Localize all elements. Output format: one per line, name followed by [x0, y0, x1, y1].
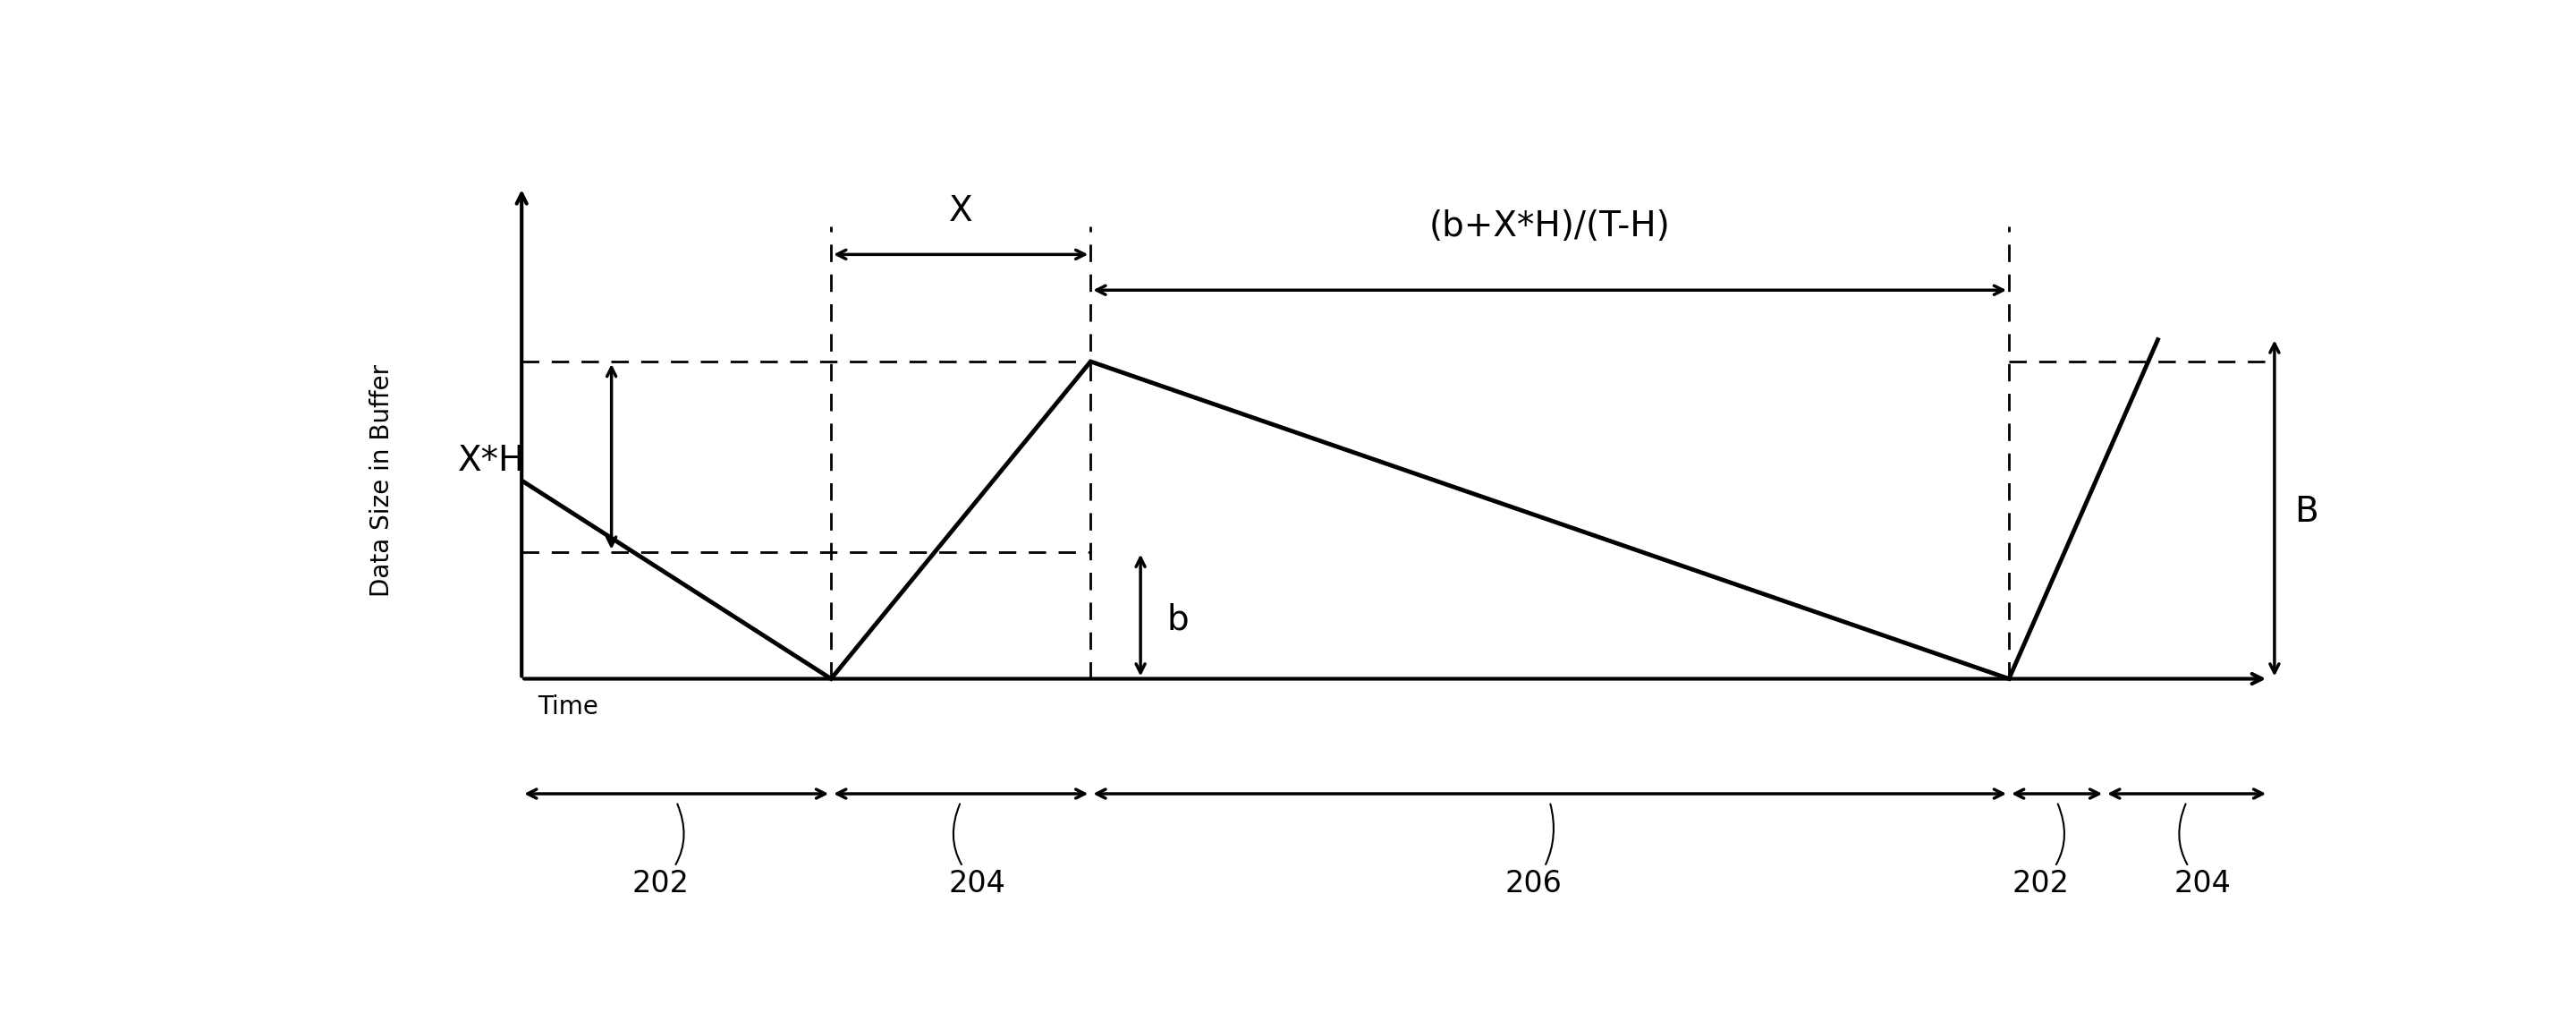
Text: Data Size in Buffer: Data Size in Buffer: [368, 365, 394, 596]
Text: Time: Time: [538, 694, 598, 719]
Text: X*H: X*H: [459, 444, 526, 478]
Text: X: X: [948, 194, 974, 228]
Text: 202: 202: [631, 804, 688, 898]
Text: (b+X*H)/(T-H): (b+X*H)/(T-H): [1430, 210, 1669, 244]
Text: 204: 204: [2174, 804, 2231, 898]
Text: 204: 204: [948, 804, 1005, 898]
Text: 206: 206: [1504, 804, 1564, 898]
Text: b: b: [1167, 603, 1188, 637]
Text: 202: 202: [2012, 804, 2069, 898]
Text: B: B: [2295, 495, 2318, 529]
